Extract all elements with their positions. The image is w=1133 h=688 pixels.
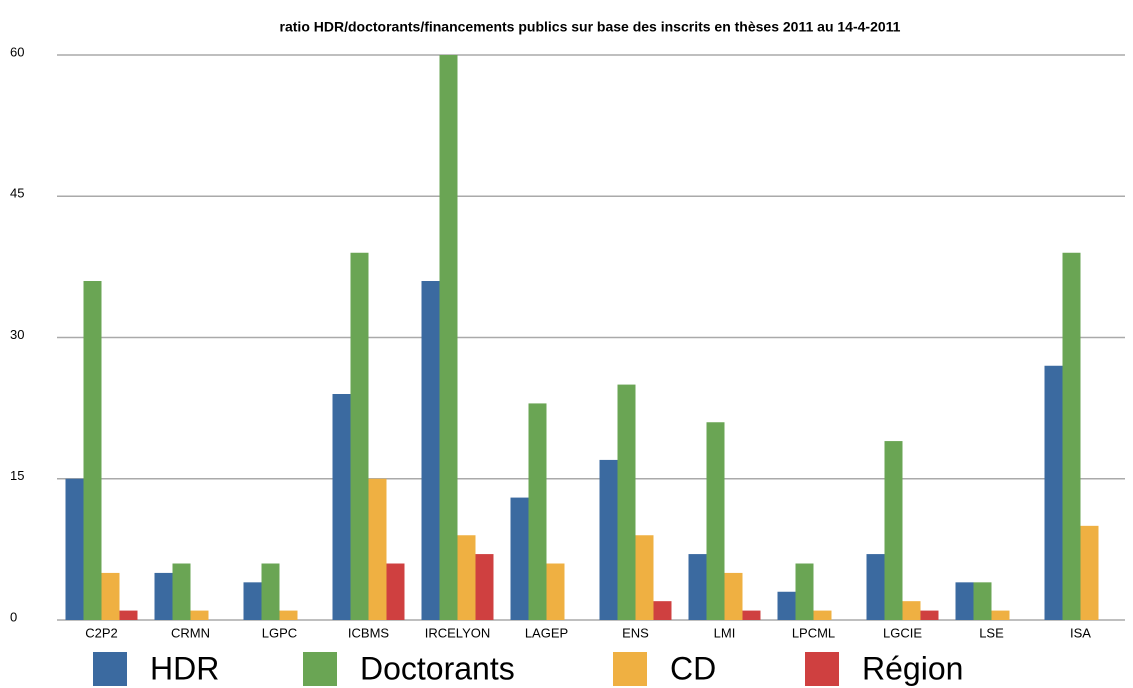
y-tick-label: 0: [10, 609, 17, 624]
bar: [884, 441, 903, 620]
bar: [742, 610, 761, 620]
legend-swatch: [303, 652, 337, 686]
legend-label: CD: [670, 650, 716, 686]
bar: [243, 582, 262, 620]
bar: [1080, 525, 1099, 620]
bar: [368, 478, 387, 620]
bar: [279, 610, 298, 620]
bar: [350, 252, 369, 620]
bar: [421, 281, 440, 620]
bar: [920, 610, 939, 620]
bar: [795, 563, 814, 620]
x-tick-label: IRCELYON: [425, 625, 491, 640]
bar: [777, 591, 796, 620]
bar: [991, 610, 1010, 620]
y-tick-label: 30: [10, 327, 24, 342]
bar: [65, 478, 84, 620]
legend-swatch: [93, 652, 127, 686]
bar: [475, 554, 494, 620]
x-tick-label: LPCML: [792, 625, 835, 640]
x-tick-label: C2P2: [85, 625, 118, 640]
y-tick-label: 15: [10, 468, 24, 483]
x-tick-label: ISA: [1070, 625, 1091, 640]
bar: [902, 601, 921, 620]
bar: [119, 610, 138, 620]
bar: [332, 394, 351, 620]
x-tick-label: ICBMS: [348, 625, 390, 640]
bar: [724, 572, 743, 620]
bar: [528, 403, 547, 620]
bar: [154, 572, 173, 620]
bar: [813, 610, 832, 620]
legend-label: HDR: [150, 650, 219, 686]
x-tick-label: ENS: [622, 625, 649, 640]
bar: [955, 582, 974, 620]
bar: [973, 582, 992, 620]
bar: [439, 55, 458, 620]
x-tick-label: LSE: [979, 625, 1004, 640]
bar: [546, 563, 565, 620]
legend-swatch: [613, 652, 647, 686]
bar: [653, 601, 672, 620]
chart-title: ratio HDR/doctorants/financements public…: [280, 19, 901, 35]
bar: [261, 563, 280, 620]
bar: [510, 497, 529, 620]
bar: [1044, 365, 1063, 620]
bar: [457, 535, 476, 620]
x-tick-label: LAGEP: [525, 625, 568, 640]
legend-swatch: [805, 652, 839, 686]
bar: [617, 384, 636, 620]
bar: [635, 535, 654, 620]
bar: [866, 554, 885, 620]
y-tick-label: 60: [10, 44, 24, 59]
y-tick-label: 45: [10, 186, 24, 201]
bar: [1062, 252, 1081, 620]
bar: [190, 610, 209, 620]
bar: [172, 563, 191, 620]
bar: [101, 572, 120, 620]
legend-label: Région: [862, 650, 963, 686]
bar: [706, 422, 725, 620]
x-tick-label: LGPC: [262, 625, 297, 640]
bar: [688, 554, 707, 620]
x-tick-label: LMI: [714, 625, 736, 640]
x-tick-label: CRMN: [171, 625, 210, 640]
x-tick-label: LGCIE: [883, 625, 922, 640]
bar: [599, 459, 618, 620]
bar: [386, 563, 405, 620]
bar: [83, 281, 102, 620]
legend-label: Doctorants: [360, 650, 515, 686]
